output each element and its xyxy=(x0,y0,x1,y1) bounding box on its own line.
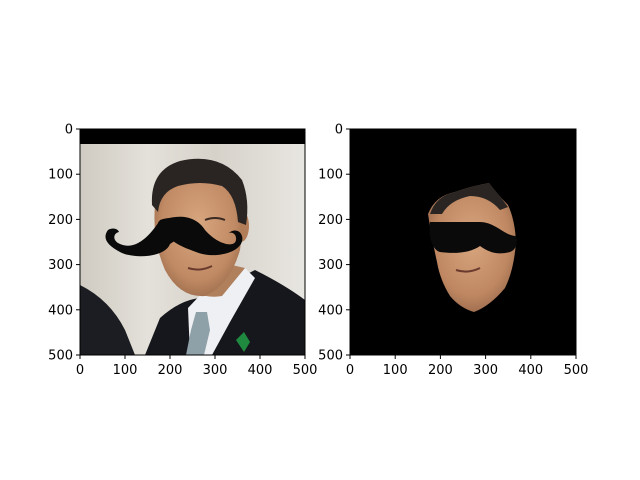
right-image-panel xyxy=(349,128,577,356)
left-xtick-label: 200 xyxy=(158,363,183,378)
right-xtick-label: 100 xyxy=(383,363,408,378)
left-ytick-label: 300 xyxy=(48,258,73,273)
right-ytick-label: 0 xyxy=(335,123,343,138)
mouth xyxy=(187,265,213,271)
left-ytick-label: 0 xyxy=(65,123,73,138)
masked-mouth xyxy=(455,267,481,273)
left-xtick-label: 400 xyxy=(248,363,273,378)
right-xtick-label: 500 xyxy=(564,363,589,378)
left-ytick-label: 400 xyxy=(48,303,73,318)
left-image-panel xyxy=(79,128,306,356)
left-xtick-label: 100 xyxy=(113,363,138,378)
left-xtick-label: 0 xyxy=(76,363,84,378)
top-black-strip xyxy=(80,129,305,144)
mustache-right xyxy=(429,222,517,254)
masked-hair xyxy=(430,183,508,214)
left-xtick-label: 300 xyxy=(203,363,228,378)
right-ytick-label: 100 xyxy=(318,168,343,183)
right-xtick-label: 400 xyxy=(518,363,543,378)
left-ytick-label: 500 xyxy=(48,349,73,364)
right-xtick-label: 200 xyxy=(428,363,453,378)
right-axes-frame xyxy=(349,128,577,356)
right-ytick-label: 400 xyxy=(318,303,343,318)
tie xyxy=(186,312,210,355)
right-ytick-label: 500 xyxy=(318,349,343,364)
right-ytick-label: 300 xyxy=(318,258,343,273)
right-xtick-label: 300 xyxy=(473,363,498,378)
left-xtick-label: 500 xyxy=(293,363,318,378)
hair xyxy=(151,158,248,225)
left-ytick-label: 100 xyxy=(48,168,73,183)
left-ytick-label: 200 xyxy=(48,213,73,228)
right-ytick-label: 200 xyxy=(318,213,343,228)
mustache-left-right-half xyxy=(158,216,243,256)
right-xtick-label: 0 xyxy=(346,363,354,378)
left-person-shoulder xyxy=(80,285,135,355)
left-axes-frame xyxy=(79,128,306,356)
lapel-pin xyxy=(236,332,250,352)
